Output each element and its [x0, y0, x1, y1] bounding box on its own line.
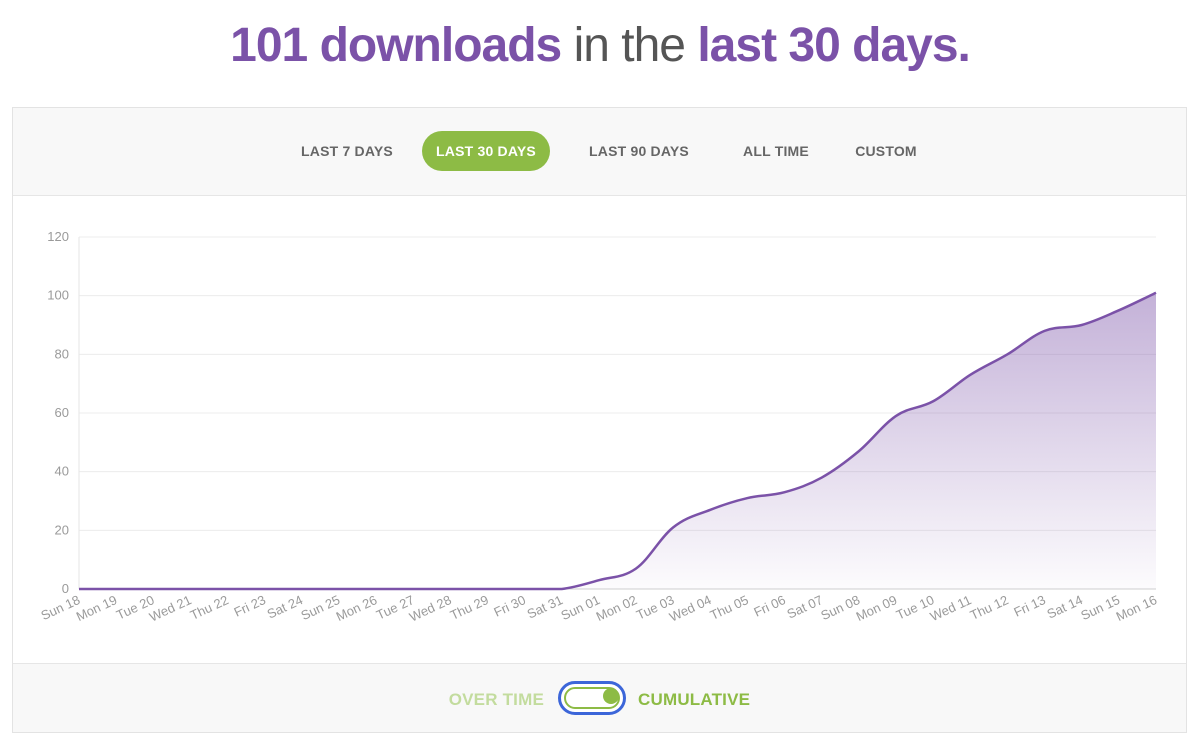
range-tabbar: LAST 7 DAYS LAST 30 DAYS LAST 90 DAYS AL… — [13, 108, 1186, 196]
x-tick-label: Thu 05 — [708, 592, 751, 623]
data-point[interactable] — [1004, 351, 1010, 357]
tab-all-time[interactable]: ALL TIME — [743, 143, 809, 159]
x-tick-label: Sun 01 — [559, 592, 603, 623]
data-point[interactable] — [893, 413, 899, 419]
over-time-label[interactable]: OVER TIME — [448, 690, 544, 709]
headline: 101 downloads in the last 30 days. — [0, 14, 1200, 78]
x-tick-label: Wed 04 — [667, 592, 714, 624]
headline-connector: in the — [573, 19, 686, 72]
data-point[interactable] — [410, 586, 416, 592]
y-tick-label: 60 — [55, 405, 69, 420]
data-point[interactable] — [262, 586, 268, 592]
data-point[interactable] — [373, 586, 379, 592]
x-tick-label: Mon 19 — [74, 592, 120, 624]
x-tick-label: Thu 22 — [188, 592, 231, 623]
data-point[interactable] — [1079, 322, 1085, 328]
cumulative-label[interactable]: CUMULATIVE — [638, 690, 751, 709]
x-tick-label: Sat 07 — [785, 592, 825, 621]
x-tick-label: Sun 18 — [39, 592, 83, 623]
toggle-knob — [603, 688, 619, 704]
data-point[interactable] — [336, 586, 342, 592]
data-point[interactable] — [1042, 328, 1048, 334]
x-tick-label: Thu 12 — [968, 592, 1011, 623]
tab-custom[interactable]: CUSTOM — [855, 143, 917, 159]
tab-last-90-days[interactable]: LAST 90 DAYS — [589, 143, 689, 159]
data-point[interactable] — [1153, 290, 1159, 296]
data-point[interactable] — [76, 586, 82, 592]
data-point[interactable] — [670, 524, 676, 530]
data-point[interactable] — [819, 475, 825, 481]
x-tick-label: Sun 15 — [1078, 592, 1122, 623]
view-mode-footer: OVER TIME CUMULATIVE — [13, 663, 1186, 732]
x-tick-label: Fri 23 — [231, 592, 267, 620]
x-tick-label: Mon 16 — [1114, 592, 1160, 624]
y-tick-label: 100 — [47, 288, 69, 303]
data-point[interactable] — [967, 372, 973, 378]
data-point[interactable] — [782, 489, 788, 495]
y-tick-label: 0 — [62, 581, 69, 596]
data-point[interactable] — [633, 565, 639, 571]
data-point[interactable] — [1116, 307, 1122, 313]
data-point[interactable] — [522, 586, 528, 592]
x-tick-label: Sun 08 — [818, 592, 862, 623]
data-point[interactable] — [485, 586, 491, 592]
data-point[interactable] — [596, 577, 602, 583]
data-point[interactable] — [744, 495, 750, 501]
y-tick-label: 40 — [55, 464, 69, 479]
x-tick-label: Wed 21 — [147, 592, 194, 624]
data-point[interactable] — [707, 507, 713, 513]
x-tick-label: Sat 24 — [265, 592, 305, 621]
y-tick-label: 120 — [47, 229, 69, 244]
x-tick-label: Sat 14 — [1045, 592, 1085, 621]
x-tick-label: Fri 06 — [751, 592, 787, 620]
headline-count: 101 downloads — [230, 19, 562, 72]
x-tick-label: Wed 11 — [928, 592, 974, 624]
view-mode-toggle[interactable] — [558, 681, 626, 715]
x-tick-label: Fri 13 — [1011, 592, 1047, 620]
data-point[interactable] — [150, 586, 156, 592]
series-line — [79, 291, 1157, 591]
data-point[interactable] — [187, 586, 193, 592]
data-point[interactable] — [299, 586, 305, 592]
x-tick-label: Mon 02 — [594, 592, 640, 624]
data-point[interactable] — [559, 586, 565, 592]
x-tick-label: Tue 10 — [894, 592, 937, 622]
x-tick-label: Fri 30 — [491, 592, 527, 620]
downloads-chart: 0 20 40 60 80 100 120 Sun 18 Mon 19 Tue 20 Wed 21… — [13, 196, 1188, 664]
x-tick-label: Mon 09 — [854, 592, 900, 624]
data-point[interactable] — [856, 448, 862, 454]
tab-last-30-days[interactable]: LAST 30 DAYS — [422, 131, 550, 171]
data-point[interactable] — [113, 586, 119, 592]
headline-period: last 30 days. — [697, 19, 971, 72]
tab-last-7-days[interactable]: LAST 7 DAYS — [301, 143, 393, 159]
y-tick-label: 20 — [55, 522, 69, 537]
toggle-track — [564, 687, 620, 709]
data-point[interactable] — [225, 586, 231, 592]
y-tick-label: 80 — [55, 346, 69, 361]
data-point[interactable] — [447, 586, 453, 592]
x-tick-label: Sun 25 — [299, 592, 343, 623]
x-tick-label: Wed 28 — [407, 592, 454, 624]
x-tick-label: Mon 26 — [334, 592, 380, 624]
x-tick-label: Thu 29 — [448, 592, 491, 623]
x-tick-label: Sat 31 — [525, 592, 565, 621]
data-point[interactable] — [930, 398, 936, 404]
series-area — [79, 292, 1156, 589]
downloads-card: LAST 7 DAYS LAST 30 DAYS LAST 90 DAYS AL… — [12, 107, 1187, 733]
